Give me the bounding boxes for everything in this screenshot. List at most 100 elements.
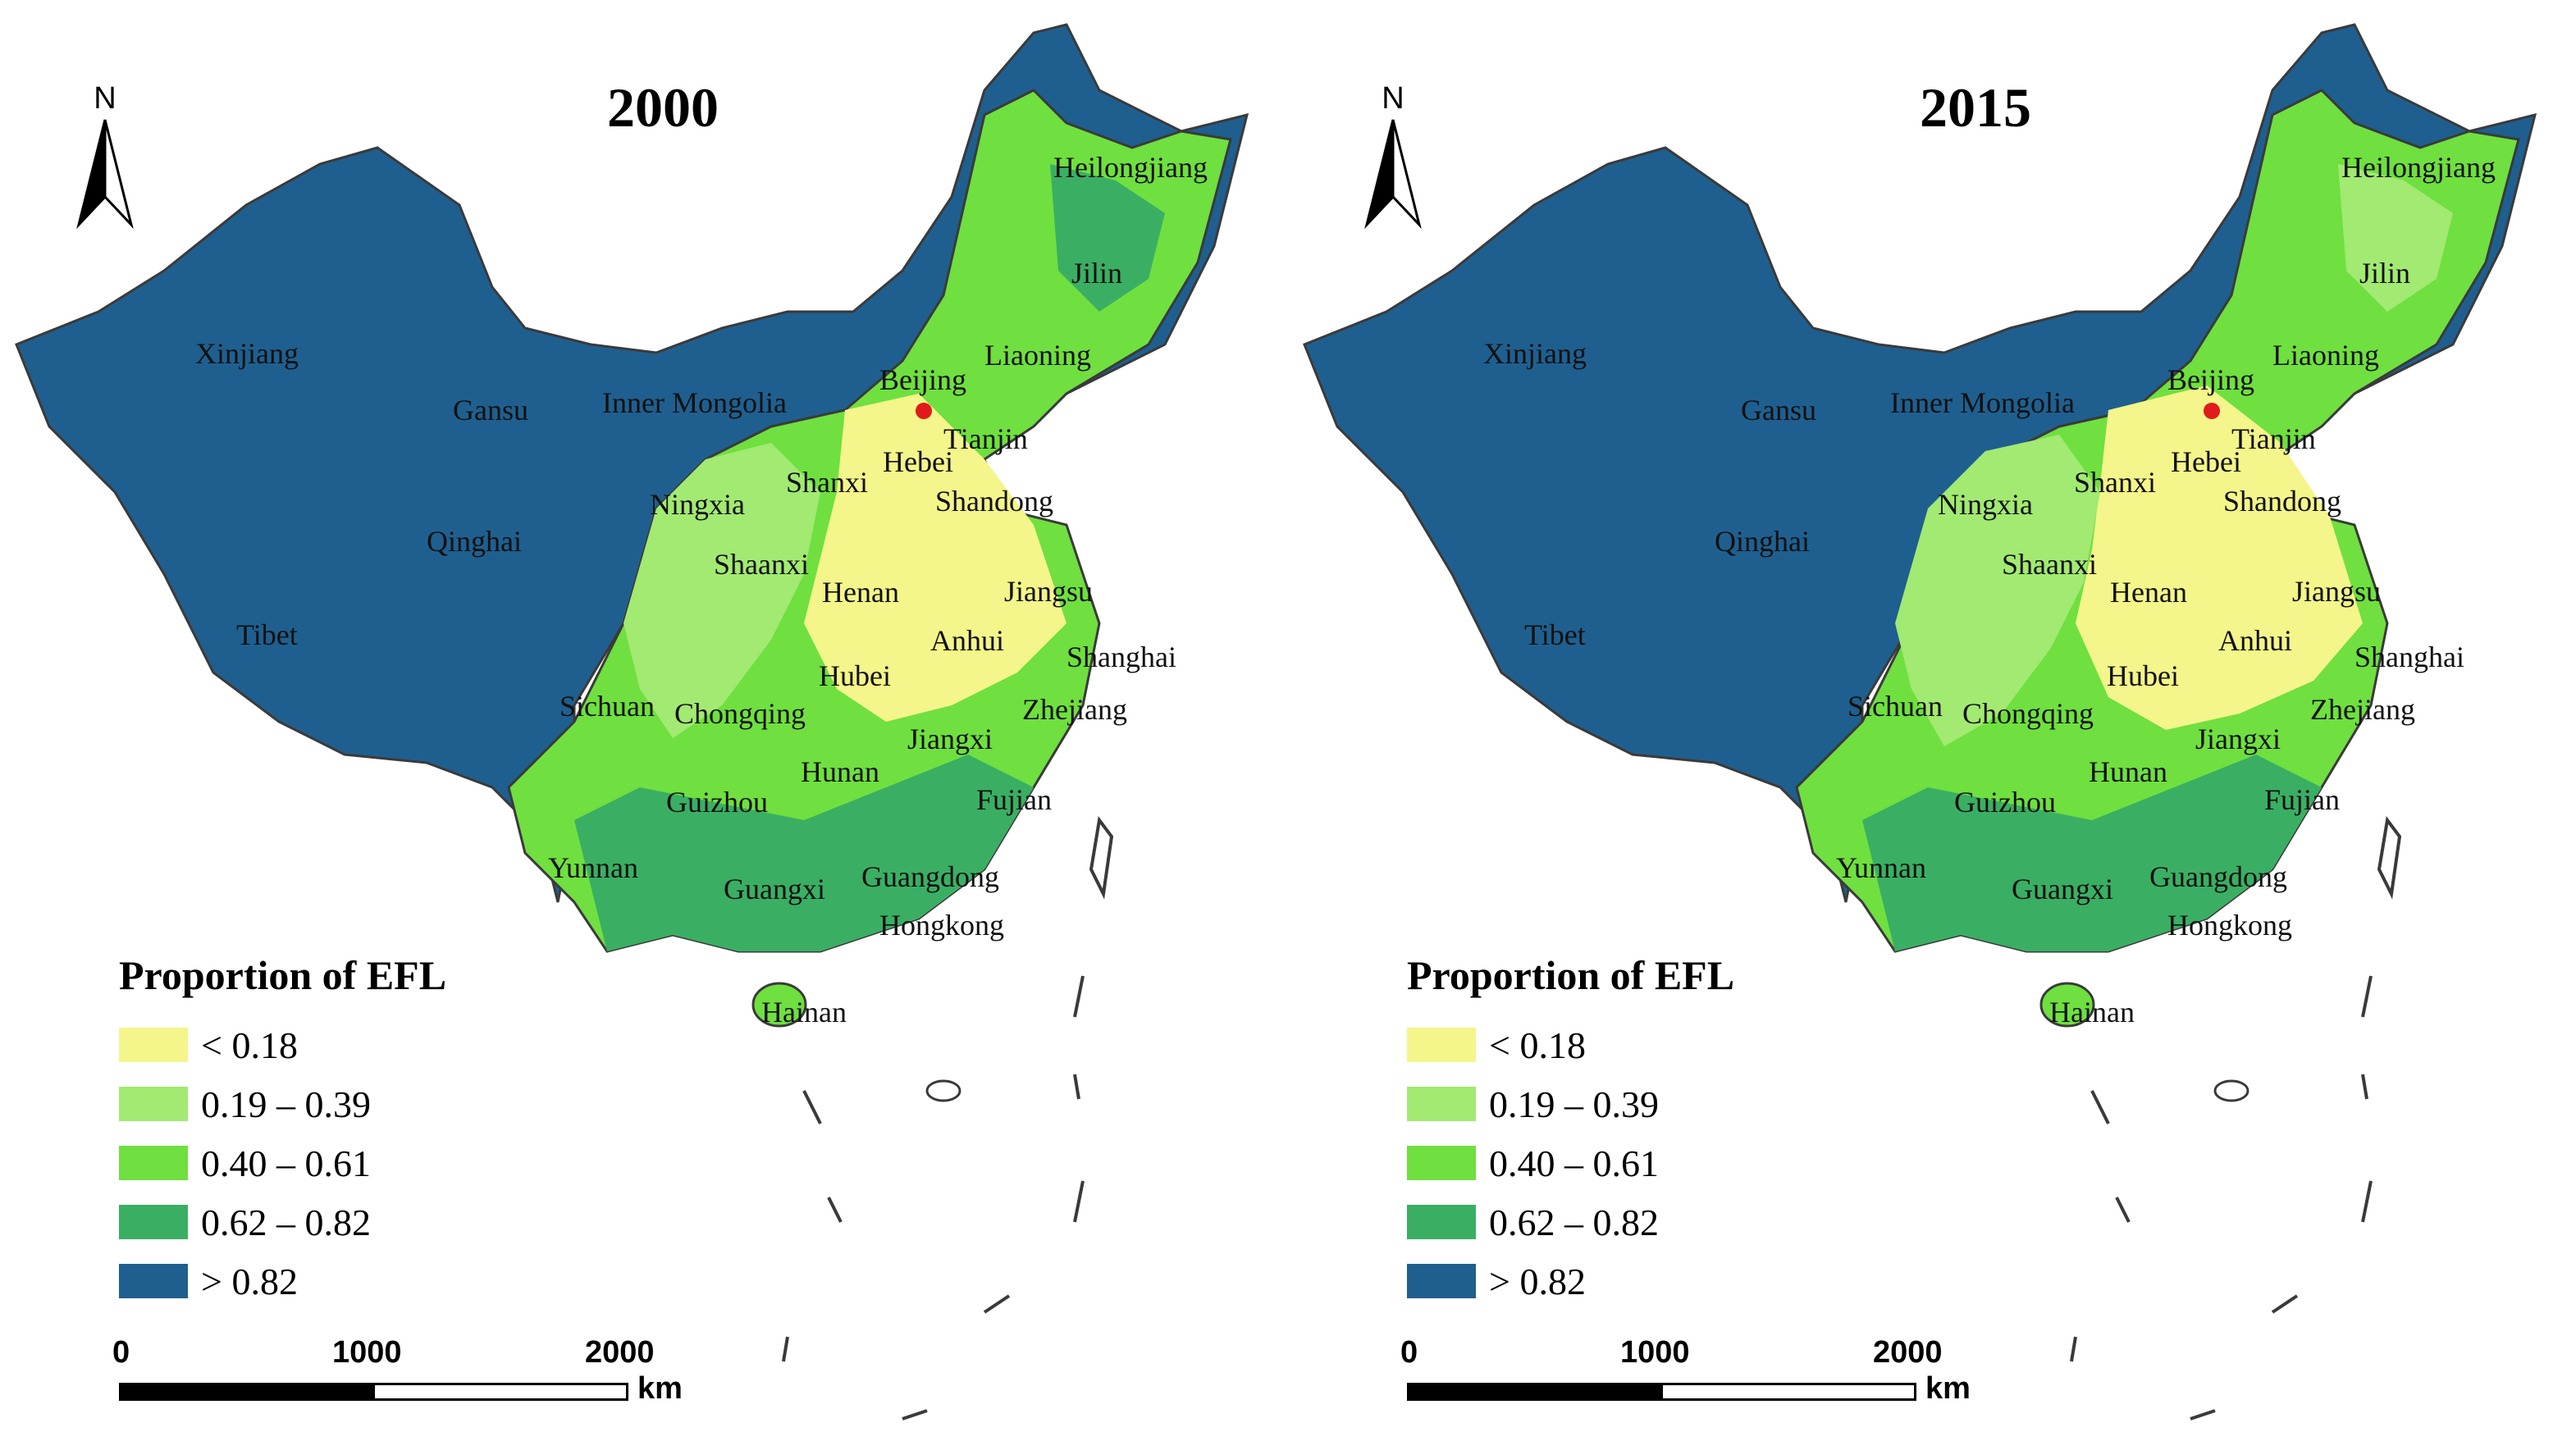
region-light-green xyxy=(1895,435,2100,746)
island-taiwan xyxy=(1089,816,1114,900)
legend-item: 0.19 – 0.39 xyxy=(1407,1074,1734,1133)
label-heilongjiang: Heilongjiang xyxy=(2341,151,2496,184)
label-fujian: Fujian xyxy=(976,783,1052,816)
label-sichuan: Sichuan xyxy=(560,690,655,723)
label-zhejiang: Zhejiang xyxy=(1022,693,1127,726)
scale-unit: km xyxy=(1925,1371,1971,1406)
region-yellow xyxy=(2076,385,2363,730)
scale-segment-filled xyxy=(1407,1383,1663,1401)
island-hainan xyxy=(751,982,807,1028)
legend-item: 0.62 – 0.82 xyxy=(119,1192,446,1252)
legend-item: > 0.82 xyxy=(1407,1252,1734,1311)
north-label: N xyxy=(1382,81,1404,116)
legend-item: > 0.82 xyxy=(119,1252,446,1311)
island-dongsha xyxy=(2213,1079,2249,1102)
map-title: 2015 xyxy=(1920,76,2031,139)
label-tibet: Tibet xyxy=(1524,618,1586,651)
label-hongkong: Hongkong xyxy=(879,909,1004,942)
legend-item: 0.19 – 0.39 xyxy=(119,1074,446,1133)
label-guangdong: Guangdong xyxy=(861,860,999,893)
label-guizhou: Guizhou xyxy=(1954,786,2056,819)
legend-item: < 0.18 xyxy=(119,1015,446,1074)
legend-label: > 0.82 xyxy=(201,1260,298,1302)
scale-bar: 0 1000 2000 km xyxy=(112,1335,710,1425)
label-hongkong: Hongkong xyxy=(2167,909,2292,942)
scale-tick-2000: 2000 xyxy=(585,1335,655,1370)
north-label: N xyxy=(94,81,116,116)
legend-swatch xyxy=(119,1205,188,1239)
label-xinjiang: Xinjiang xyxy=(195,337,299,370)
label-fujian: Fujian xyxy=(2264,783,2340,816)
map-title: 2000 xyxy=(607,76,719,139)
scale-tick-2000: 2000 xyxy=(1873,1335,1943,1370)
label-tibet: Tibet xyxy=(236,618,298,651)
label-jiangxi: Jiangxi xyxy=(907,723,993,755)
legend-label: 0.19 – 0.39 xyxy=(201,1083,371,1125)
south-china-sea-lines xyxy=(782,975,1085,1420)
label-hubei: Hubei xyxy=(2107,659,2179,692)
region-west xyxy=(15,23,1249,903)
legend-swatch xyxy=(119,1146,188,1180)
label-tianjin: Tianjin xyxy=(943,422,1028,455)
label-jiangsu: Jiangsu xyxy=(2292,575,2381,608)
capital-marker xyxy=(916,403,932,419)
legend-label: > 0.82 xyxy=(1489,1260,1586,1302)
label-qinghai: Qinghai xyxy=(427,525,522,558)
label-hebei: Hebei xyxy=(2171,445,2241,478)
label-hebei: Hebei xyxy=(883,445,953,478)
legend-swatch xyxy=(1407,1146,1476,1180)
legend-label: 0.19 – 0.39 xyxy=(1489,1083,1659,1125)
scale-tick-1000: 1000 xyxy=(1620,1335,1690,1370)
label-chongqing: Chongqing xyxy=(674,697,806,730)
label-gansu: Gansu xyxy=(1741,394,1816,426)
label-qinghai: Qinghai xyxy=(1715,525,1810,558)
label-henan: Henan xyxy=(822,576,899,609)
label-henan: Henan xyxy=(2110,576,2187,609)
region-west xyxy=(1303,23,2537,903)
region-dark-green xyxy=(1862,755,2322,951)
legend-swatch xyxy=(1407,1087,1476,1121)
scale-unit: km xyxy=(637,1371,683,1406)
legend-swatch xyxy=(119,1028,188,1062)
legend-swatch xyxy=(119,1264,188,1298)
label-shanxi: Shanxi xyxy=(2074,466,2156,499)
label-tianjin: Tianjin xyxy=(2231,422,2316,455)
legend-label: 0.40 – 0.61 xyxy=(201,1142,371,1184)
label-guangxi: Guangxi xyxy=(2012,873,2113,905)
north-arrow-icon xyxy=(1364,119,1422,230)
legend-title: Proportion of EFL xyxy=(1407,952,1735,998)
scale-tick-0: 0 xyxy=(112,1335,130,1370)
label-liaoning: Liaoning xyxy=(2272,339,2379,372)
label-jiangsu: Jiangsu xyxy=(1004,575,1093,608)
label-jilin: Jilin xyxy=(2359,257,2410,290)
legend-item: < 0.18 xyxy=(1407,1015,1734,1074)
legend-swatch xyxy=(1407,1028,1476,1062)
region-ne xyxy=(1050,164,1165,312)
north-arrow: N xyxy=(72,82,138,234)
region-ne xyxy=(2338,164,2453,312)
label-jilin: Jilin xyxy=(1071,257,1122,290)
label-liaoning: Liaoning xyxy=(984,339,1091,372)
legend-title: Proportion of EFL xyxy=(119,952,447,998)
label-sichuan: Sichuan xyxy=(1848,690,1943,723)
legend-label: 0.62 – 0.82 xyxy=(1489,1201,1659,1243)
label-hunan: Hunan xyxy=(2089,755,2167,788)
legend-swatch xyxy=(1407,1205,1476,1239)
label-beijing: Beijing xyxy=(879,363,966,396)
label-inner-mongolia: Inner Mongolia xyxy=(602,386,787,419)
label-shandong: Shandong xyxy=(935,485,1053,518)
legend-item: 0.40 – 0.61 xyxy=(119,1133,446,1192)
label-ningxia: Ningxia xyxy=(1938,488,2033,521)
region-light-green xyxy=(623,443,820,738)
label-shandong: Shandong xyxy=(2223,485,2341,518)
island-dongsha xyxy=(925,1079,961,1102)
region-dark-green xyxy=(574,755,1034,951)
label-xinjiang: Xinjiang xyxy=(1483,337,1587,370)
label-inner-mongolia: Inner Mongolia xyxy=(1890,386,2075,419)
label-hainan: Hainan xyxy=(761,996,847,1028)
label-shaanxi: Shaanxi xyxy=(714,548,809,581)
legend-item: 0.62 – 0.82 xyxy=(1407,1192,1734,1252)
legend-label: < 0.18 xyxy=(1489,1024,1586,1066)
label-gansu: Gansu xyxy=(453,394,528,426)
map-panel-2015: Heilongjiang Jilin Liaoning Xinjiang Inn… xyxy=(1288,0,2576,1441)
